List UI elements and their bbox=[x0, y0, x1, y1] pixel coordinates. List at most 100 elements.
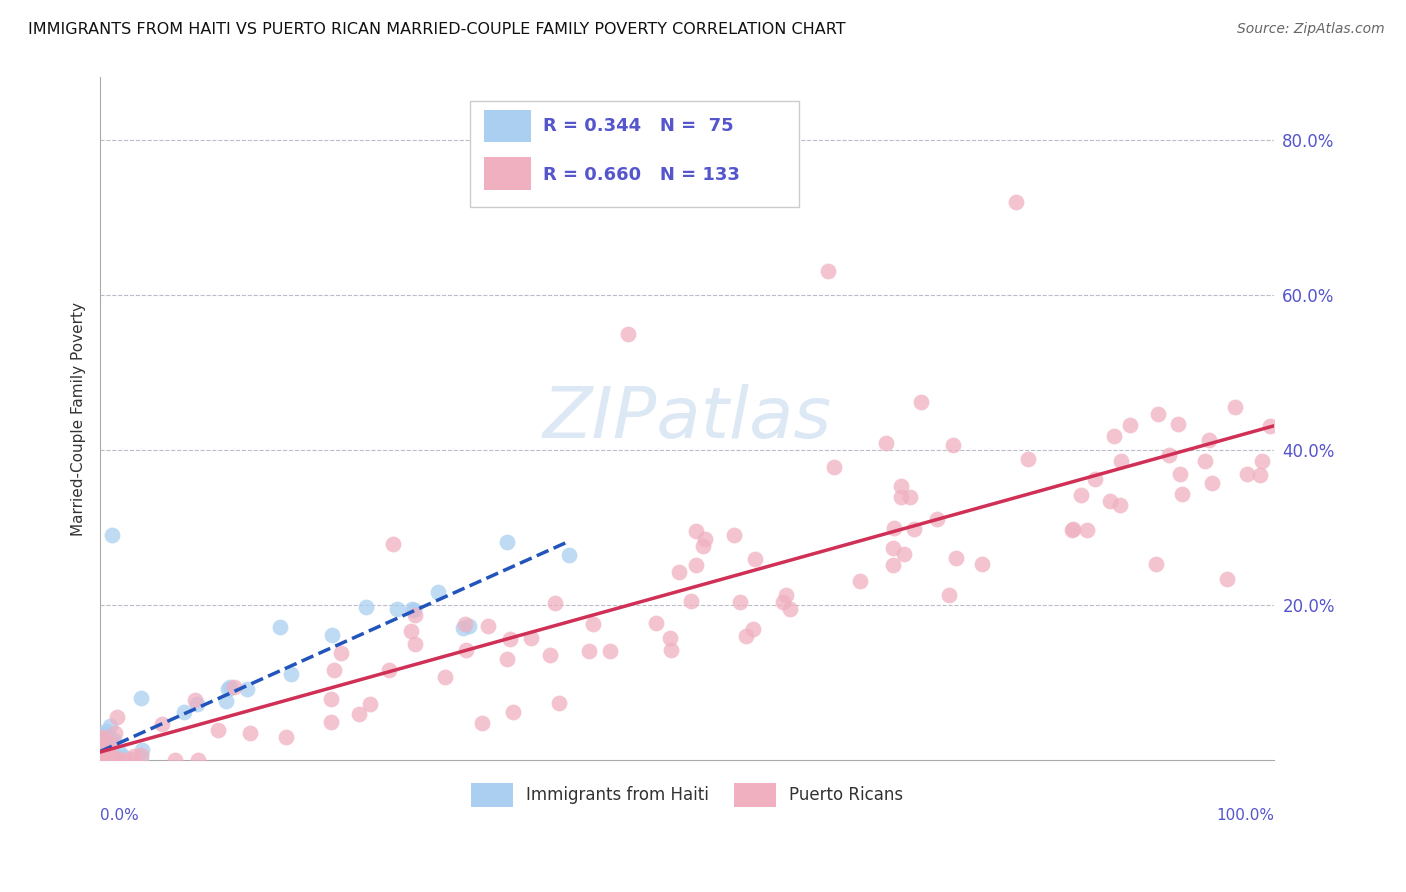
Point bbox=[108, 752, 131, 766]
Point bbox=[823, 459, 845, 474]
Point bbox=[972, 557, 994, 571]
Point bbox=[90, 750, 112, 764]
Point bbox=[89, 747, 111, 762]
Point bbox=[90, 753, 112, 767]
FancyBboxPatch shape bbox=[470, 102, 799, 207]
Point bbox=[890, 479, 912, 493]
Point bbox=[319, 692, 342, 706]
Point bbox=[163, 753, 186, 767]
Point bbox=[938, 588, 960, 602]
Point bbox=[93, 750, 115, 764]
Point bbox=[1144, 557, 1167, 571]
Point bbox=[93, 752, 115, 766]
Point bbox=[97, 749, 120, 764]
Point bbox=[107, 753, 129, 767]
Point bbox=[578, 644, 600, 658]
Point bbox=[495, 535, 517, 549]
Point bbox=[426, 584, 449, 599]
Point bbox=[91, 744, 114, 758]
Point bbox=[96, 750, 118, 764]
Point bbox=[1194, 453, 1216, 467]
Point bbox=[94, 724, 117, 739]
Point bbox=[276, 730, 298, 744]
Point bbox=[735, 629, 758, 643]
Point bbox=[498, 632, 520, 646]
Point bbox=[1076, 523, 1098, 537]
Point bbox=[96, 737, 118, 751]
Point bbox=[93, 753, 115, 767]
Point bbox=[91, 753, 114, 767]
Point bbox=[103, 732, 125, 747]
Point bbox=[101, 528, 124, 542]
Point bbox=[236, 681, 259, 696]
Point bbox=[89, 748, 111, 763]
Point bbox=[89, 753, 111, 767]
Point bbox=[89, 743, 111, 757]
Point bbox=[215, 693, 238, 707]
Point bbox=[90, 753, 112, 767]
Point bbox=[91, 730, 114, 744]
Point bbox=[150, 717, 173, 731]
Point bbox=[910, 394, 932, 409]
Point bbox=[90, 750, 112, 764]
Point bbox=[129, 748, 152, 763]
Point bbox=[945, 550, 967, 565]
Point bbox=[100, 719, 122, 733]
Point bbox=[470, 716, 492, 731]
Point bbox=[1060, 524, 1083, 538]
Point bbox=[98, 731, 121, 746]
Point bbox=[121, 752, 143, 766]
Point bbox=[1216, 572, 1239, 586]
Point bbox=[90, 748, 112, 763]
Point bbox=[875, 435, 897, 450]
Point bbox=[90, 753, 112, 767]
Point bbox=[129, 690, 152, 705]
Point bbox=[1084, 472, 1107, 486]
Point bbox=[114, 753, 136, 767]
Point bbox=[659, 643, 682, 657]
Text: 100.0%: 100.0% bbox=[1216, 808, 1274, 823]
Point bbox=[404, 602, 426, 616]
Point bbox=[903, 522, 925, 536]
Point bbox=[1157, 448, 1180, 462]
Point bbox=[207, 723, 229, 737]
Point bbox=[1171, 486, 1194, 500]
Point bbox=[89, 753, 111, 767]
Point bbox=[1102, 429, 1125, 443]
Point bbox=[91, 753, 114, 767]
Point bbox=[1098, 493, 1121, 508]
Point bbox=[779, 602, 801, 616]
Point bbox=[385, 601, 408, 615]
Point bbox=[692, 539, 714, 553]
Point bbox=[280, 667, 302, 681]
Point bbox=[404, 637, 426, 651]
Point bbox=[354, 599, 377, 614]
Point bbox=[668, 565, 690, 579]
Point bbox=[90, 744, 112, 758]
Point bbox=[93, 744, 115, 758]
Point bbox=[685, 524, 707, 538]
Point bbox=[173, 705, 195, 719]
Point bbox=[93, 753, 115, 767]
Point bbox=[322, 663, 344, 677]
Point bbox=[219, 681, 242, 695]
Point bbox=[112, 749, 135, 764]
Point bbox=[1198, 433, 1220, 447]
Point bbox=[97, 744, 120, 758]
Point bbox=[548, 696, 571, 710]
Point bbox=[93, 753, 115, 767]
Point bbox=[89, 750, 111, 764]
Point bbox=[775, 588, 797, 602]
Point bbox=[104, 726, 127, 740]
Point bbox=[1004, 194, 1026, 209]
Point bbox=[108, 747, 131, 761]
Point bbox=[321, 628, 343, 642]
Point bbox=[883, 521, 905, 535]
Point bbox=[97, 753, 120, 767]
Point bbox=[89, 742, 111, 756]
Point bbox=[404, 608, 426, 623]
Point bbox=[319, 714, 342, 729]
Point bbox=[502, 705, 524, 719]
Point bbox=[599, 643, 621, 657]
Point bbox=[101, 749, 124, 764]
